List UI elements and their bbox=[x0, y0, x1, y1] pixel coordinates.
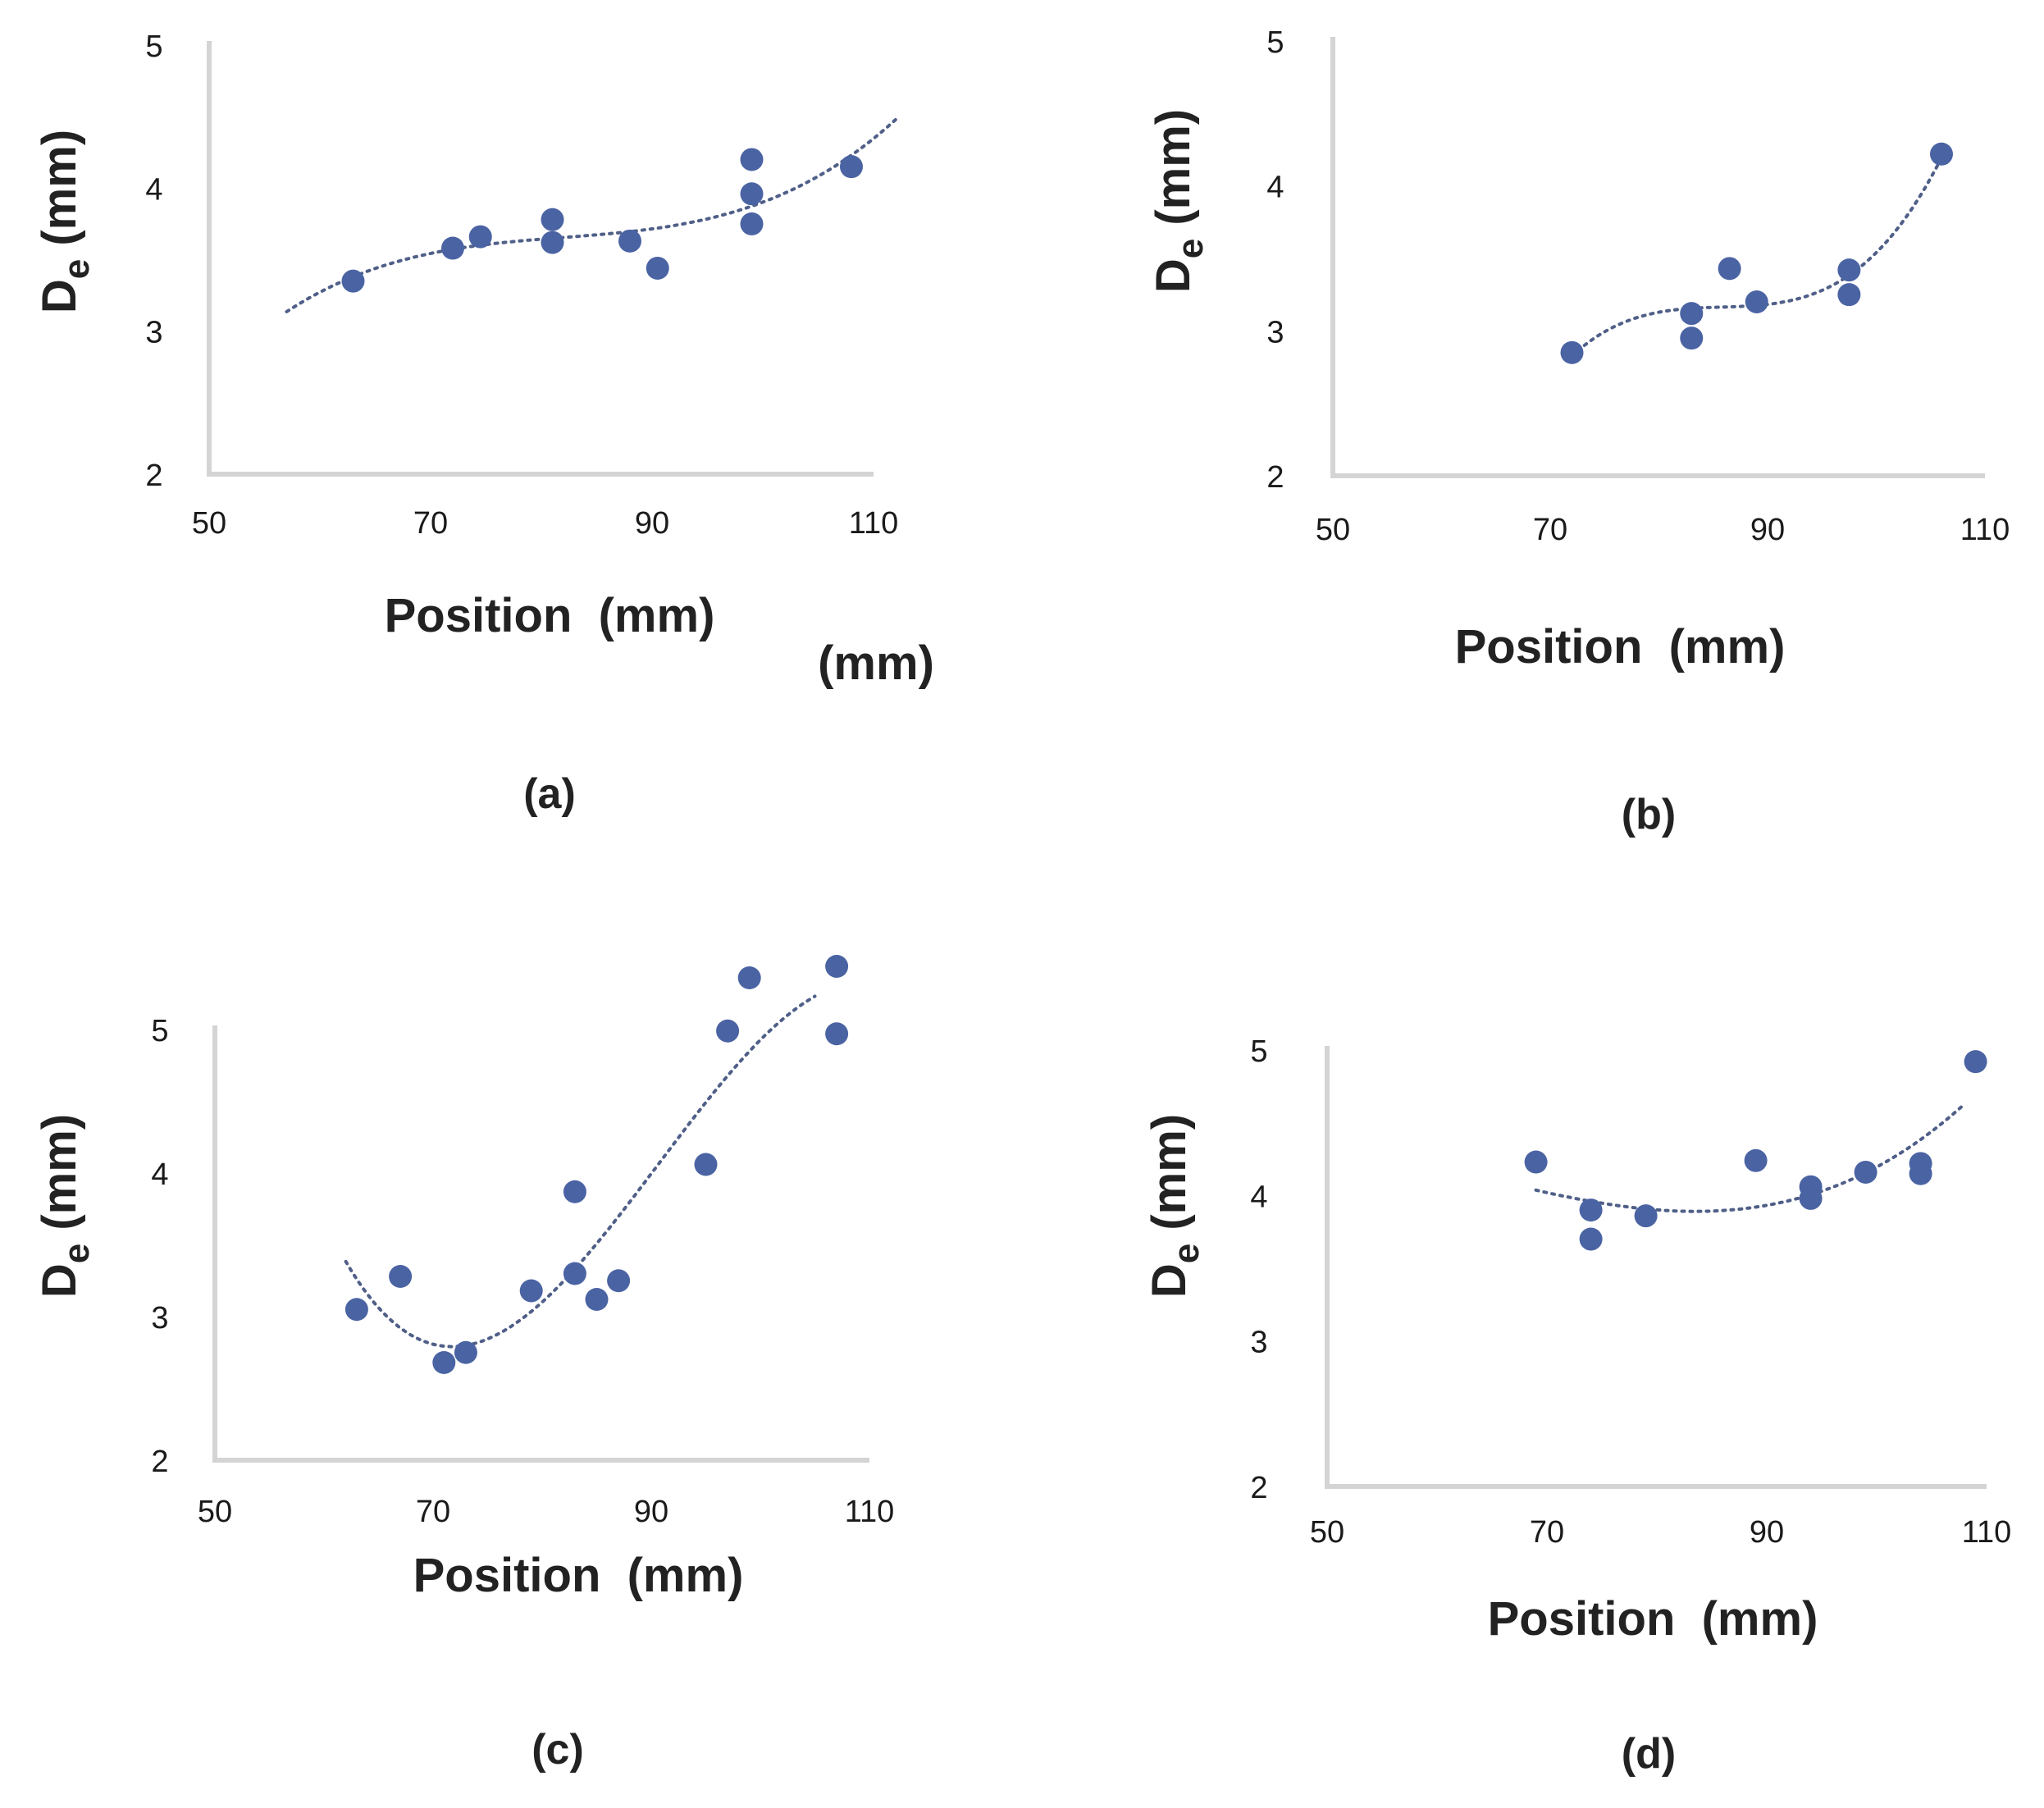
stray-axis-unit-label: (mm) bbox=[818, 637, 934, 690]
panel-d-y-tick-label: 5 bbox=[1250, 1034, 1267, 1069]
panel-b-data-point bbox=[1680, 326, 1704, 350]
panel-d-y-tick-label: 3 bbox=[1250, 1326, 1267, 1360]
panel-a-data-point bbox=[541, 208, 564, 231]
panel-c-y-axis-label: De (mm) bbox=[33, 1114, 97, 1298]
panel-d-data-point bbox=[1524, 1150, 1548, 1174]
panel-c-data-point bbox=[585, 1288, 609, 1311]
panel-b-y-axis-label: De (mm) bbox=[1147, 109, 1211, 293]
panel-a-x-tick-label: 90 bbox=[635, 506, 669, 541]
panel-b-x-tick-label: 70 bbox=[1533, 513, 1567, 547]
panel-c-axes bbox=[212, 1025, 869, 1463]
panel-a-data-point bbox=[541, 231, 564, 254]
panel-b-data-point bbox=[1560, 340, 1584, 364]
panel-b-data-point bbox=[1837, 258, 1861, 282]
panel-d-x-tick-label: 110 bbox=[1962, 1515, 2012, 1550]
panel-d-x-axis-label: Position (mm) bbox=[1488, 1592, 1818, 1646]
panel-c-caption-label: (c) bbox=[532, 1726, 584, 1774]
panel-c-x-tick-label: 70 bbox=[416, 1495, 450, 1529]
panel-c-trendline bbox=[344, 994, 817, 1349]
panel-c-data-point bbox=[563, 1262, 586, 1285]
panel-d-y-axis-label: De (mm) bbox=[1143, 1114, 1207, 1298]
panel-a-x-tick-label: 110 bbox=[849, 506, 899, 541]
panel-c-y-tick-label: 3 bbox=[151, 1301, 168, 1335]
panel-d-data-point bbox=[1799, 1186, 1823, 1210]
panel-a-x-axis-label: Position (mm) bbox=[385, 589, 715, 642]
panel-a-data-point bbox=[441, 236, 464, 260]
panel-b-y-tick-label: 5 bbox=[1266, 25, 1284, 60]
panel-c-data-point bbox=[694, 1153, 718, 1176]
panel-d-data-point bbox=[1579, 1198, 1603, 1222]
panel-b-trendline bbox=[1570, 156, 1943, 358]
panel-d-axes bbox=[1325, 1046, 1987, 1489]
panel-b-x-tick-label: 50 bbox=[1316, 513, 1350, 547]
panel-c-x-tick-label: 110 bbox=[845, 1495, 895, 1529]
panel-d-x-tick-label: 90 bbox=[1750, 1515, 1784, 1550]
panel-d-trendline bbox=[1534, 1102, 1967, 1213]
panel-d-data-point bbox=[1909, 1162, 1932, 1185]
panel-a-data-point bbox=[618, 229, 641, 253]
panel-a-data-point bbox=[740, 148, 764, 171]
panel-b-y-tick-label: 3 bbox=[1266, 315, 1284, 349]
panel-c-data-point bbox=[344, 1298, 368, 1322]
panel-d-data-point bbox=[1964, 1050, 1987, 1074]
panel-a-data-point bbox=[740, 212, 764, 235]
panel-b-axes bbox=[1330, 37, 1985, 478]
panel-a-y-tick-label: 2 bbox=[145, 459, 162, 493]
panel-b-x-tick-label: 90 bbox=[1750, 513, 1785, 547]
panel-d-data-point bbox=[1744, 1148, 1768, 1172]
panel-a-x-tick-label: 70 bbox=[413, 506, 448, 541]
panel-b-data-point bbox=[1718, 257, 1741, 281]
panel-d-y-tick-label: 2 bbox=[1250, 1471, 1267, 1505]
panel-a-data-point bbox=[840, 155, 863, 179]
panel-c-data-point bbox=[563, 1180, 586, 1203]
panel-b-y-tick-label: 4 bbox=[1266, 171, 1284, 205]
panel-b-y-tick-label: 2 bbox=[1266, 460, 1284, 495]
panel-a-data-point bbox=[341, 269, 365, 293]
panel-a-y-tick-label: 4 bbox=[145, 172, 162, 207]
panel-a-data-point bbox=[646, 256, 669, 280]
panel-a-data-point bbox=[468, 225, 492, 249]
panel-b-data-point bbox=[1745, 290, 1768, 313]
panel-a-axes bbox=[207, 41, 874, 477]
panel-c-data-point bbox=[825, 955, 849, 978]
panel-d-x-tick-label: 50 bbox=[1310, 1515, 1344, 1550]
panel-a-trendline bbox=[285, 117, 897, 313]
panel-a-y-tick-label: 5 bbox=[145, 30, 162, 64]
panel-a-y-tick-label: 3 bbox=[145, 316, 162, 350]
panel-c-data-point bbox=[454, 1340, 477, 1364]
panel-b-data-point bbox=[1680, 302, 1704, 326]
panel-b-caption-label: (b) bbox=[1622, 791, 1676, 838]
panel-b-data-point bbox=[1837, 283, 1861, 307]
panel-a-y-axis-label: De (mm) bbox=[33, 130, 97, 313]
panel-d-data-point bbox=[1579, 1227, 1603, 1251]
panel-c-data-point bbox=[607, 1269, 631, 1293]
panel-c-x-axis-label: Position (mm) bbox=[413, 1549, 744, 1602]
panel-c-data-point bbox=[389, 1265, 413, 1288]
panel-d-caption-label: (d) bbox=[1622, 1730, 1676, 1778]
panel-c-data-point bbox=[519, 1279, 543, 1303]
panel-c-data-point bbox=[432, 1351, 456, 1374]
panel-c-y-tick-label: 2 bbox=[151, 1445, 168, 1479]
panel-d-data-point bbox=[1634, 1204, 1658, 1228]
panel-b-data-point bbox=[1930, 142, 1953, 166]
panel-c-data-point bbox=[716, 1019, 740, 1043]
panel-c-y-tick-label: 5 bbox=[151, 1014, 168, 1048]
panel-b-x-tick-label: 110 bbox=[1960, 513, 2010, 547]
panel-c-x-tick-label: 90 bbox=[634, 1495, 668, 1529]
panel-c-x-tick-label: 50 bbox=[198, 1495, 232, 1529]
panel-a-caption-label: (a) bbox=[523, 770, 576, 818]
panel-b-x-axis-label: Position (mm) bbox=[1455, 620, 1786, 673]
panel-a-data-point bbox=[740, 182, 764, 206]
panel-d-x-tick-label: 70 bbox=[1530, 1515, 1564, 1550]
panel-d-y-tick-label: 4 bbox=[1250, 1180, 1267, 1214]
panel-c-data-point bbox=[737, 966, 761, 989]
panel-d-data-point bbox=[1854, 1160, 1877, 1184]
panel-a-x-tick-label: 50 bbox=[192, 506, 226, 541]
panel-c-data-point bbox=[825, 1022, 849, 1046]
panel-c-y-tick-label: 4 bbox=[151, 1157, 168, 1192]
